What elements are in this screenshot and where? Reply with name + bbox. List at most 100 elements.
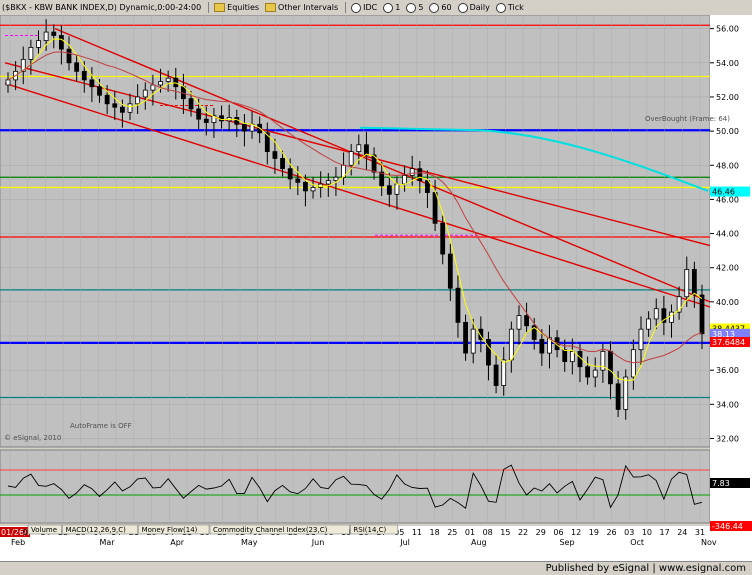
interval-5-button[interactable]: 5 bbox=[404, 1, 425, 14]
candle-body bbox=[295, 178, 301, 183]
month-label: May bbox=[241, 538, 258, 547]
indicator-tab[interactable]: Commodity Channel Index(23,C) bbox=[209, 524, 350, 535]
candle bbox=[699, 284, 705, 350]
indicator-tab[interactable]: RSI(14,C) bbox=[350, 524, 399, 535]
candle-body bbox=[287, 168, 293, 180]
candle bbox=[646, 311, 652, 337]
candle bbox=[211, 108, 217, 138]
folder-icon bbox=[214, 3, 226, 12]
candle-body bbox=[74, 62, 80, 72]
candle bbox=[516, 305, 522, 345]
interval-daily-button[interactable]: Daily bbox=[456, 1, 492, 14]
other-intervals-button[interactable]: Other Intervals bbox=[263, 1, 340, 14]
interval-1-button[interactable]: 1 bbox=[381, 1, 402, 14]
candle-body bbox=[119, 106, 125, 113]
candle-body bbox=[394, 183, 400, 195]
x-tick-label: 26 bbox=[606, 528, 616, 537]
indicator-tab-label: MACD(12,26,9,C) bbox=[66, 526, 127, 534]
indicator-tab[interactable]: Money Flow(14) bbox=[138, 524, 210, 535]
candle-body bbox=[676, 296, 682, 313]
candle bbox=[272, 138, 278, 174]
x-tick-label: 17 bbox=[660, 528, 670, 537]
candle-body bbox=[188, 98, 194, 110]
candle-body bbox=[264, 132, 270, 153]
x-tick-label: 25 bbox=[447, 528, 457, 537]
candle-body bbox=[371, 154, 377, 173]
candle-body bbox=[630, 349, 636, 378]
y-tick-label: 34.00 bbox=[716, 400, 739, 409]
y-tick-label: 44.00 bbox=[716, 230, 739, 239]
candle-body bbox=[310, 187, 316, 192]
candle-body bbox=[463, 321, 468, 354]
candle-body bbox=[97, 86, 102, 96]
price-flag bbox=[710, 328, 750, 339]
indicator-tab[interactable]: MACD(12,26,9,C) bbox=[62, 524, 138, 535]
y-tick-label: 46.00 bbox=[716, 195, 739, 204]
candle bbox=[386, 172, 392, 208]
indicator-tab-label: RSI(14,C) bbox=[353, 526, 386, 534]
x-tick-label: 08 bbox=[483, 528, 493, 537]
equities-button[interactable]: Equities bbox=[212, 1, 261, 14]
separator bbox=[208, 2, 210, 13]
date-flag bbox=[0, 527, 30, 537]
folder-icon bbox=[265, 3, 277, 12]
candle bbox=[280, 150, 285, 177]
candle-body bbox=[684, 269, 690, 298]
candle bbox=[203, 106, 209, 136]
candle bbox=[74, 55, 80, 82]
price-flag-label: 46.46 bbox=[712, 188, 735, 197]
candle-body bbox=[280, 158, 285, 170]
candle bbox=[295, 166, 301, 196]
clock-icon bbox=[406, 2, 417, 13]
candle-body bbox=[386, 185, 392, 195]
x-tick-label: 03 bbox=[624, 528, 634, 537]
candle-body bbox=[524, 315, 529, 327]
candle-body bbox=[470, 328, 476, 354]
candle-body bbox=[539, 339, 545, 354]
candle-body bbox=[638, 328, 644, 351]
indicator-tab-bg bbox=[209, 524, 350, 535]
candle bbox=[684, 256, 690, 307]
candle-body bbox=[478, 328, 484, 340]
y-tick-label: 40.00 bbox=[716, 298, 739, 307]
candle-body bbox=[135, 96, 141, 105]
short-moving-average bbox=[7, 38, 703, 381]
candle bbox=[653, 298, 659, 330]
candle-body bbox=[303, 181, 308, 192]
candle bbox=[539, 329, 545, 366]
symbol-title[interactable]: ($BKX - KBW BANK INDEX,D) Dynamic,0:00-2… bbox=[2, 3, 202, 12]
price-flag bbox=[710, 186, 750, 197]
candle-body bbox=[623, 376, 629, 410]
candle bbox=[455, 275, 461, 338]
x-tick-label: 31 bbox=[695, 528, 705, 537]
indicator-tab[interactable]: Volume bbox=[27, 524, 62, 535]
candle-body bbox=[364, 144, 369, 156]
candle bbox=[478, 316, 484, 353]
chart-annotation: OverBought (Frame: 64) bbox=[645, 115, 730, 123]
candle-body bbox=[486, 339, 491, 366]
y-tick-label: 32.00 bbox=[716, 434, 739, 443]
x-tick-label: 11 bbox=[412, 528, 422, 537]
oscillator-line bbox=[7, 464, 703, 509]
interval-tick-button[interactable]: Tick bbox=[494, 1, 526, 14]
candle-body bbox=[653, 308, 659, 320]
candle-body bbox=[66, 48, 72, 64]
x-tick-label: 01 bbox=[465, 528, 475, 537]
candle-body bbox=[691, 269, 697, 296]
candle bbox=[669, 304, 674, 338]
indicator-tab-bg bbox=[62, 524, 138, 535]
clock-icon bbox=[457, 2, 468, 13]
candle bbox=[470, 318, 476, 364]
price-chart[interactable]: 56.00 54.00 52.00 50.00 48.00 46.00 44.00 42.00… bbox=[0, 15, 752, 561]
candle-body bbox=[234, 117, 240, 125]
idc-button[interactable]: IDC bbox=[349, 1, 379, 14]
indicator-tab-bg bbox=[27, 524, 62, 535]
interval-60-button[interactable]: 60 bbox=[427, 1, 453, 14]
candle bbox=[691, 261, 697, 308]
candle bbox=[348, 143, 354, 176]
candle bbox=[325, 172, 331, 197]
candle-body bbox=[440, 222, 446, 255]
candle-body bbox=[104, 94, 110, 105]
y-tick-label: 36.00 bbox=[716, 366, 739, 375]
month-label: Sep bbox=[559, 538, 574, 547]
